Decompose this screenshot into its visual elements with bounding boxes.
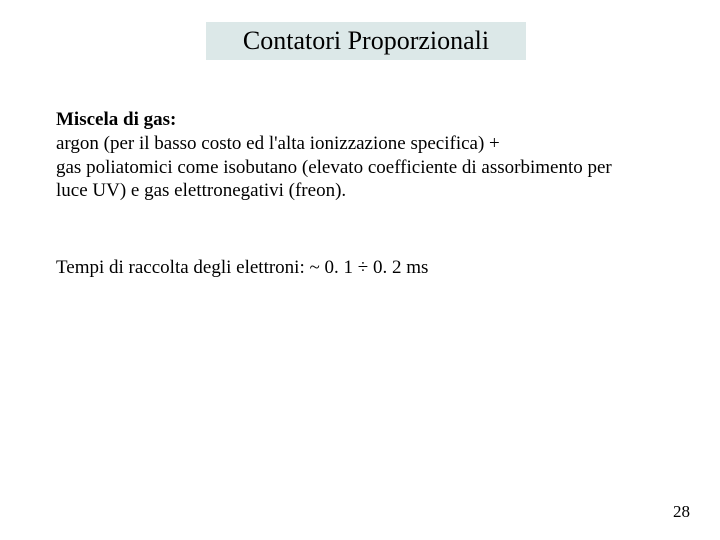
title-box: Contatori Proporzionali [206, 22, 526, 60]
body-line-3: luce UV) e gas elettronegativi (freon). [56, 180, 346, 201]
gas-mixture-heading: Miscela di gas: [56, 109, 176, 130]
body-paragraph-2: Tempi di raccolta degli elettroni: ~ 0. … [56, 256, 676, 280]
body-paragraph-1: Miscela di gas: argon (per il basso cost… [56, 108, 676, 203]
page-number: 28 [673, 502, 690, 522]
body-line-4: Tempi di raccolta degli elettroni: ~ 0. … [56, 257, 428, 278]
page-title: Contatori Proporzionali [243, 26, 489, 56]
body-line-2: gas poliatomici come isobutano (elevato … [56, 157, 612, 178]
body-line-1: argon (per il basso costo ed l'alta ioni… [56, 133, 500, 154]
